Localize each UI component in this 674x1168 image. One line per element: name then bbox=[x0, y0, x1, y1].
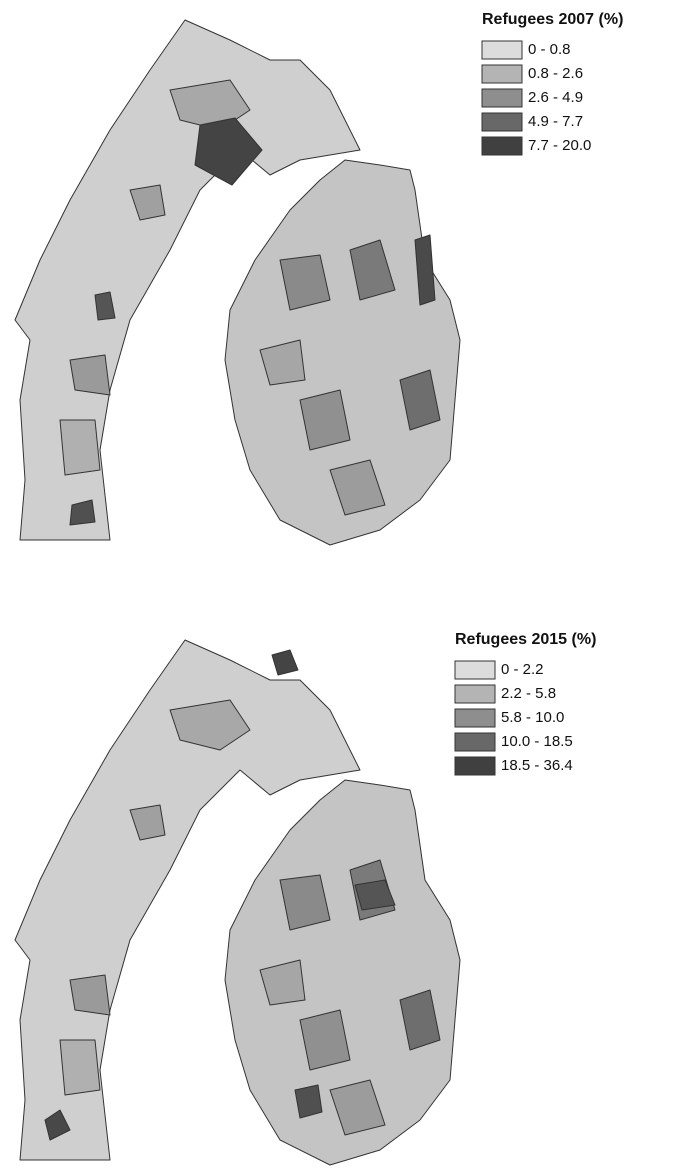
legend-label: 4.9 - 7.7 bbox=[528, 113, 583, 130]
legend-swatch bbox=[455, 685, 495, 703]
legend-swatch bbox=[482, 89, 522, 107]
legend-label: 0.8 - 2.6 bbox=[528, 65, 583, 82]
legend-swatch bbox=[482, 41, 522, 59]
legends: Refugees 2007 (%) 0 - 0.8 0.8 - 2.6 2.6 - 4… bbox=[455, 11, 623, 775]
legend-label: 5.8 - 10.0 bbox=[501, 709, 564, 726]
legend-swatch bbox=[455, 757, 495, 775]
legend-swatch bbox=[455, 709, 495, 727]
legend-swatch bbox=[482, 65, 522, 83]
legend-label: 0 - 0.8 bbox=[528, 41, 571, 58]
legend-swatch bbox=[482, 137, 522, 155]
legend-title: Refugees 2015 (%) bbox=[455, 631, 596, 648]
legend-label: 2.2 - 5.8 bbox=[501, 685, 556, 702]
legend-label: 2.6 - 4.9 bbox=[528, 89, 583, 106]
legend-label: 0 - 2.2 bbox=[501, 661, 544, 678]
legend-label: 10.0 - 18.5 bbox=[501, 733, 573, 750]
legend-swatch bbox=[455, 661, 495, 679]
legend-swatch bbox=[455, 733, 495, 751]
legend-label: 18.5 - 36.4 bbox=[501, 757, 573, 774]
legend-title: Refugees 2007 (%) bbox=[482, 11, 623, 28]
map-2007 bbox=[15, 20, 460, 545]
figure: Refugees 2007 (%) 0 - 0.8 0.8 - 2.6 2.6 - 4… bbox=[0, 0, 674, 1168]
map-2015 bbox=[15, 640, 460, 1165]
legend-label: 7.7 - 20.0 bbox=[528, 137, 591, 154]
legend-swatch bbox=[482, 113, 522, 131]
